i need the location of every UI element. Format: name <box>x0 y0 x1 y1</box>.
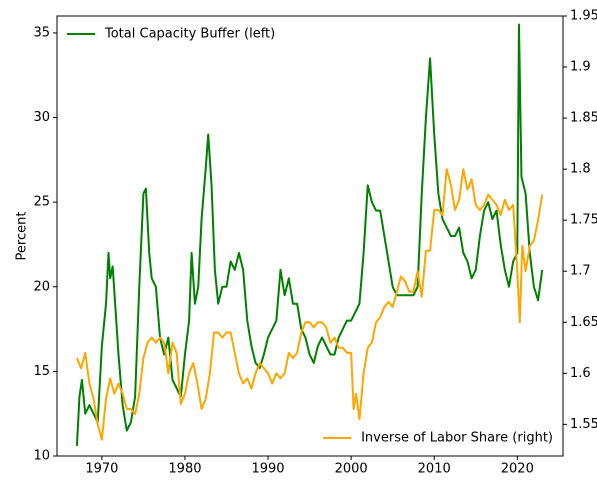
y-tick-label: 10 <box>33 449 50 464</box>
y2-tick-label: 1.65 <box>570 315 597 330</box>
y2-tick-label: 1.7 <box>570 264 591 279</box>
plot-frame <box>56 15 564 457</box>
y2-tick-label: 1.95 <box>570 9 597 24</box>
y2-tick-label: 1.75 <box>570 213 597 228</box>
y-tick-label: 25 <box>33 195 50 210</box>
x-tick-label: 2000 <box>335 462 368 477</box>
y-tick-label: 30 <box>33 110 50 125</box>
y2-tick-label: 1.55 <box>570 417 597 432</box>
x-tick-label: 1990 <box>251 462 284 477</box>
y-tick-label: 15 <box>33 364 50 379</box>
line-series <box>76 168 544 441</box>
legend-label: Total Capacity Buffer (left) <box>104 27 275 42</box>
y-tick-label: 20 <box>33 279 50 294</box>
y2-tick-label: 1.9 <box>570 60 591 75</box>
x-tick-label: 2020 <box>501 462 534 477</box>
x-tick-label: 2010 <box>418 462 451 477</box>
y-axis-label: Percent <box>15 212 30 261</box>
legend-label: Inverse of Labor Share (right) <box>361 431 553 446</box>
y2-tick-label: 1.6 <box>570 366 591 381</box>
x-tick-label: 1970 <box>85 462 118 477</box>
x-tick-label: 1980 <box>168 462 201 477</box>
line-series <box>75 23 544 446</box>
y-tick-label: 35 <box>33 25 50 40</box>
y2-tick-label: 1.8 <box>570 162 591 177</box>
y2-tick-label: 1.85 <box>570 111 597 126</box>
